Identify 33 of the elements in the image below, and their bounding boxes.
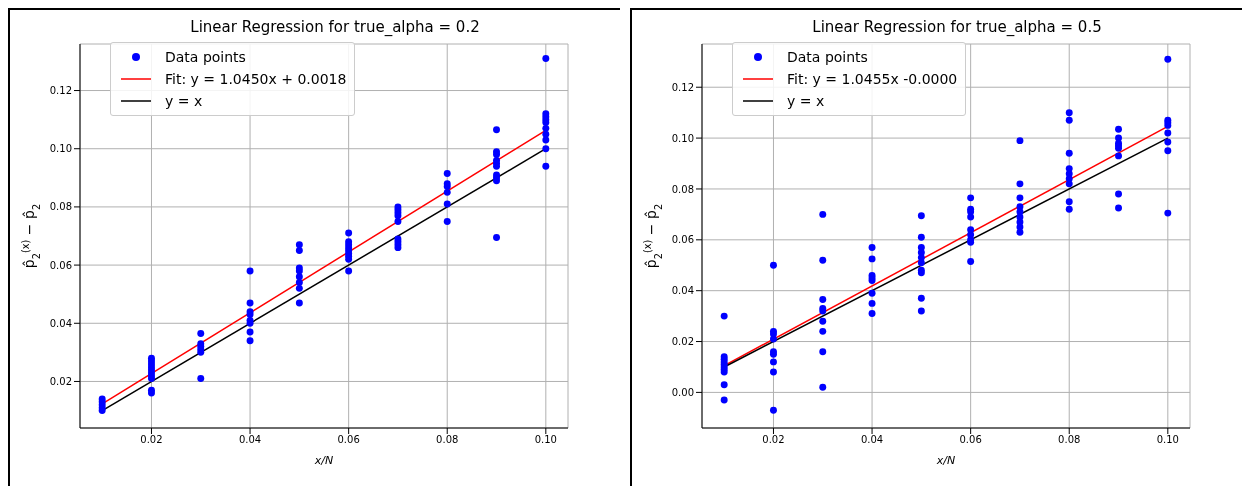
- y-tick-label: 0.02: [49, 376, 72, 387]
- y-tick-label: 0.06: [671, 234, 694, 246]
- y-tick-label: 0.08: [49, 201, 72, 213]
- chart-title: Linear Regression for true_alpha = 0.5: [811, 18, 1103, 38]
- y-tick-label: 0.02: [671, 336, 694, 348]
- y-tick-label: 0.10: [49, 143, 72, 155]
- legend-label: Fit: y = 1.0450x + 0.0018: [165, 70, 347, 89]
- x-tick-label: 0.04: [860, 434, 884, 446]
- y-tick-label: 0.12: [671, 81, 694, 93]
- legend-label: y = x: [787, 92, 825, 111]
- y-tick-label: 0.04: [671, 285, 694, 297]
- x-tick-label: 0.06: [959, 434, 982, 446]
- x-axis-title: x/N: [313, 454, 334, 467]
- x-tick-label: 0.04: [238, 434, 262, 446]
- y-tick-label: 0.08: [671, 183, 694, 195]
- y-tick-label: 0.06: [49, 259, 72, 271]
- x-tick-label: 0.10: [1156, 434, 1179, 446]
- y-tick-label: 0.04: [49, 317, 72, 329]
- x-tick-label: 0.08: [436, 434, 459, 446]
- legend-label: Fit: y = 1.0455x -0.0000: [787, 70, 958, 89]
- x-axis-title: x/N: [935, 454, 956, 467]
- y-tick-label: 0.00: [671, 386, 694, 398]
- x-tick-label: 0.06: [337, 434, 360, 446]
- y-tick-label: 0.12: [49, 85, 72, 97]
- x-tick-label: 0.08: [1058, 434, 1081, 446]
- legend-label: Data points: [787, 48, 868, 67]
- x-tick-label: 0.02: [762, 434, 785, 446]
- y-tick-label: 0.10: [671, 132, 694, 144]
- chart-title: Linear Regression for true_alpha = 0.2: [189, 18, 481, 38]
- legend-label: y = x: [165, 92, 203, 111]
- x-tick-label: 0.10: [534, 434, 557, 446]
- x-tick-label: 0.02: [140, 434, 163, 446]
- legend-label: Data points: [165, 48, 246, 67]
